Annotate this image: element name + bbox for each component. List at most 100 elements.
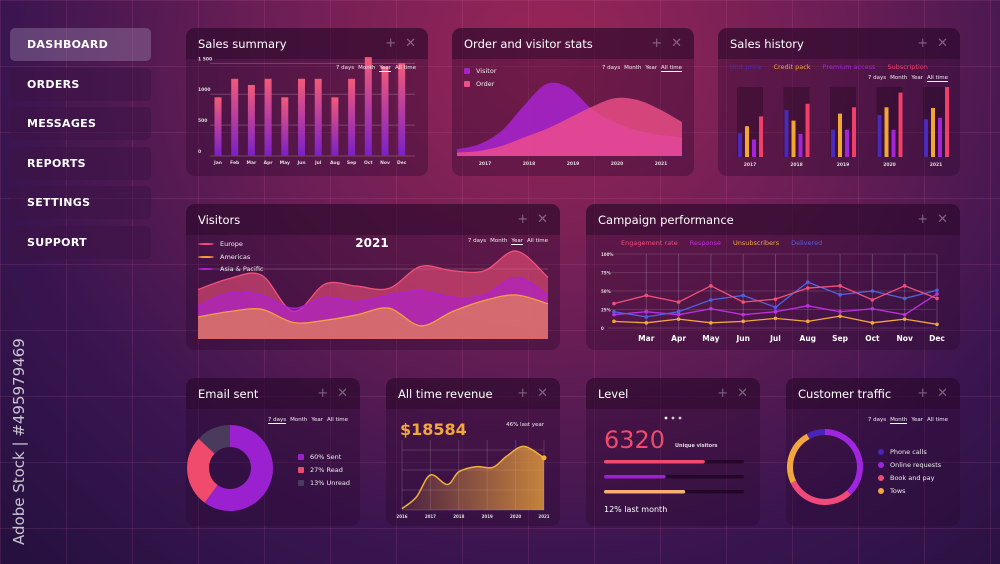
point-response <box>709 306 713 311</box>
tick-label: 2019 <box>567 161 580 167</box>
add-icon[interactable]: + <box>917 36 929 51</box>
card-title: Sales summary <box>198 36 287 51</box>
period-month[interactable]: Month <box>490 238 508 244</box>
period-year[interactable]: Year <box>511 238 523 245</box>
progress-bar-3 <box>604 490 686 494</box>
period-year[interactable]: Year <box>379 65 391 72</box>
legend-swatch <box>878 474 884 481</box>
period-all-time[interactable]: All time <box>927 75 948 82</box>
tick-label: Feb <box>230 160 240 166</box>
period-year[interactable]: Year <box>911 417 923 423</box>
bar-premium-access-2018 <box>798 133 803 157</box>
tick-label: Dec <box>929 334 945 343</box>
legend-item: 13% Unread <box>298 476 350 489</box>
close-icon[interactable]: ✕ <box>737 386 748 401</box>
campaign-performance-chart: 0 25% 50% 75% 100% Mar Apr May Jun Jul Aug Sep Oct No… <box>601 252 945 343</box>
close-icon[interactable]: ✕ <box>937 212 948 227</box>
sales-history-chart: 2017 2018 2019 2020 2021 <box>737 87 949 168</box>
card-title: Sales history <box>730 36 804 51</box>
close-icon[interactable]: ✕ <box>337 386 348 401</box>
tick-label: 25% <box>601 308 611 313</box>
point-response <box>806 304 810 308</box>
period-7-days[interactable]: 7 days <box>335 65 355 71</box>
add-icon[interactable]: + <box>517 212 529 227</box>
period-month[interactable]: Month <box>890 417 908 424</box>
close-icon[interactable]: ✕ <box>937 386 948 401</box>
add-icon[interactable]: + <box>917 212 929 227</box>
bar-aug <box>331 97 339 156</box>
card-header: All time revenue + ✕ <box>386 378 560 409</box>
add-icon[interactable]: + <box>717 386 729 401</box>
close-icon[interactable]: ✕ <box>537 386 548 401</box>
tick-label: Oct <box>865 334 880 343</box>
card-title: All time revenue <box>398 386 493 401</box>
sidebar-item-support[interactable]: SUPPORT <box>10 225 151 259</box>
card-header: Email sent + ✕ <box>186 378 360 409</box>
period-all-time[interactable]: All time <box>527 238 548 244</box>
bar-credit-pack-2018 <box>791 120 796 157</box>
bar-feb <box>231 78 239 156</box>
card-title: Email sent <box>198 386 259 401</box>
bar-sep <box>348 78 356 156</box>
add-icon[interactable]: + <box>651 36 663 51</box>
period-7-days[interactable]: 7 days <box>867 75 887 81</box>
add-icon[interactable]: + <box>385 36 397 51</box>
period-year[interactable]: Year <box>645 65 657 71</box>
sidebar-item-dashboard[interactable]: DASHBOARD <box>10 28 151 61</box>
period-7-days[interactable]: 7 days <box>267 417 287 424</box>
close-icon[interactable]: ✕ <box>405 36 416 51</box>
close-icon[interactable]: ✕ <box>937 36 948 51</box>
pager-dot[interactable] <box>678 416 682 420</box>
legend-swatch <box>298 467 304 474</box>
period-7-days[interactable]: 7 days <box>601 65 621 71</box>
pager-dot[interactable] <box>671 416 675 420</box>
bar-jun <box>298 78 305 156</box>
bar-credit-pack-2019 <box>838 113 842 157</box>
period-7-days[interactable]: 7 days <box>467 238 487 244</box>
period-month[interactable]: Month <box>890 75 908 81</box>
tick-label: Oct <box>364 160 373 166</box>
add-icon[interactable]: + <box>517 386 529 401</box>
tick-label: 2019 <box>837 162 850 168</box>
sidebar-item-settings[interactable]: SETTINGS <box>10 186 151 219</box>
area-order <box>457 97 682 156</box>
point-unsubscribers <box>773 316 778 321</box>
legend-label: Engagement rate <box>621 239 678 248</box>
all-time-revenue-card: All time revenue + ✕ $18584 46% last year 201… <box>386 378 560 526</box>
sales-summary-chart: 0 500 1000 1 500 Jan Feb Mar Apr May Jun Jul Aug Sep… <box>198 56 415 166</box>
bar-premium-access-2020 <box>891 129 896 157</box>
period-month[interactable]: Month <box>358 65 376 71</box>
add-icon[interactable]: + <box>317 386 329 401</box>
period-year[interactable]: Year <box>311 417 323 423</box>
period-year[interactable]: Year <box>911 75 923 81</box>
period-selector: 7 days Month Year All time <box>267 417 348 424</box>
bar-subscription-2018 <box>805 103 810 157</box>
period-all-time[interactable]: All time <box>327 417 348 423</box>
period-all-time[interactable]: All time <box>661 65 682 72</box>
legend-swatch <box>878 462 884 469</box>
tick-label: Sep <box>347 160 357 166</box>
tick-label: Sep <box>832 334 848 343</box>
tick-label: May <box>280 160 290 166</box>
add-icon[interactable]: + <box>917 386 929 401</box>
close-icon[interactable]: ✕ <box>537 212 548 227</box>
bar-unit-price-2019 <box>831 129 835 157</box>
legend-swatch <box>878 449 884 456</box>
tick-label: 2020 <box>510 514 521 519</box>
period-all-time[interactable]: All time <box>395 65 416 71</box>
period-all-time[interactable]: All time <box>927 417 948 423</box>
period-month[interactable]: Month <box>290 417 308 423</box>
period-7-days[interactable]: 7 days <box>867 417 887 423</box>
pager-dot[interactable] <box>664 416 668 420</box>
bar-unit-price-2017 <box>738 133 742 157</box>
legend-item: Unsubscribers <box>733 237 779 250</box>
sidebar-item-orders[interactable]: ORDERS <box>10 67 151 101</box>
tick-label: 2021 <box>930 162 943 168</box>
close-icon[interactable]: ✕ <box>671 36 682 51</box>
period-month[interactable]: Month <box>624 65 642 71</box>
bar-credit-pack-2021 <box>931 108 935 157</box>
point-unsubscribers <box>741 319 745 324</box>
sidebar-item-reports[interactable]: REPORTS <box>10 146 151 180</box>
traffic-slice-book-and-pay <box>790 480 852 505</box>
sidebar-item-messages[interactable]: MESSAGES <box>10 107 151 140</box>
